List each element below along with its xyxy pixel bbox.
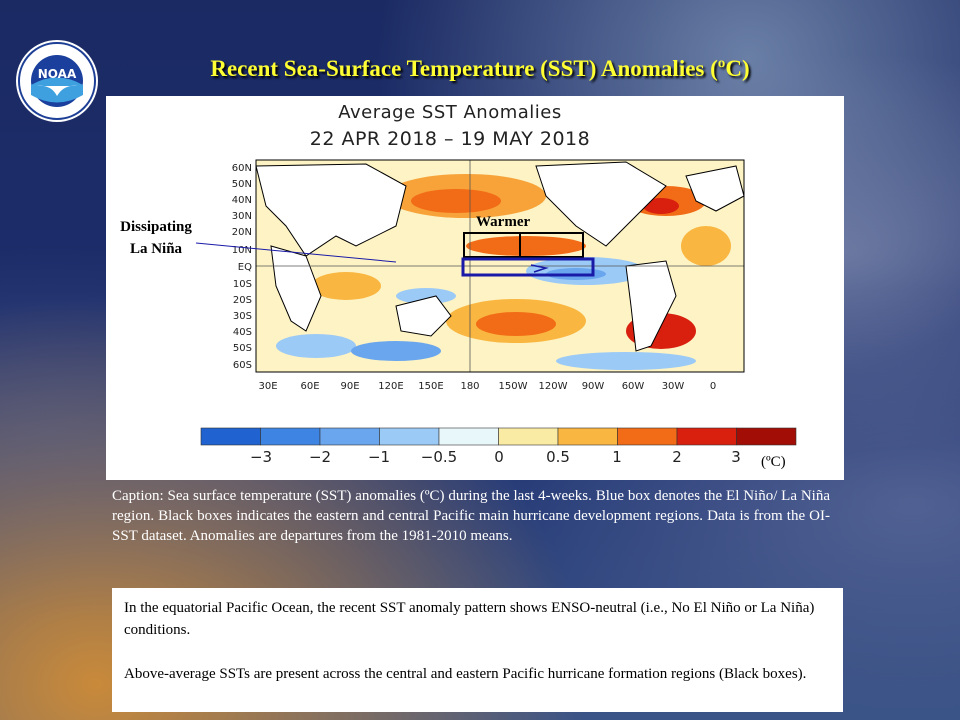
lon-label: 120E (378, 381, 403, 392)
lat-label: 20S (233, 295, 252, 306)
lat-label: 60S (233, 360, 252, 371)
colorbar-swatch (319, 427, 380, 446)
lon-label: 150W (499, 381, 528, 392)
colorbar-tick: −2 (309, 448, 331, 466)
colorbar-swatch (379, 427, 440, 446)
colorbar-tick: 3 (731, 448, 741, 466)
annotation-warmer: Warmer (476, 214, 531, 230)
lon-label: 90W (582, 381, 605, 392)
lon-label: 0 (710, 381, 716, 392)
lat-label: 50S (233, 343, 252, 354)
lon-label: 60W (622, 381, 645, 392)
longitude-labels: 30E 60E 90E 120E 150E 180 150W 120W 90W … (258, 381, 716, 392)
lon-label: 150E (418, 381, 443, 392)
map-frame (255, 159, 745, 373)
lat-label: 50N (232, 179, 252, 190)
colorbar-ticks: −3 −2 −1 −0.5 0 0.5 1 2 3 (250, 448, 741, 466)
nino-region-box (461, 257, 595, 277)
lat-label: 10S (233, 279, 252, 290)
colorbar-tick: −0.5 (421, 448, 457, 466)
summary-paragraph-2: Above-average SSTs are present across th… (124, 666, 807, 682)
annotation-line: La Niña (129, 241, 183, 257)
summary-paragraph-1: In the equatorial Pacific Ocean, the rec… (124, 600, 815, 638)
colorbar-swatch (736, 427, 797, 446)
latitude-labels: 60N 50N 40N 30N 20N 10N EQ 10S 20S 30S 4… (232, 163, 252, 371)
sst-anomaly-map: 60N 50N 40N 30N 20N 10N EQ 10S 20S 30S 4… (195, 159, 797, 466)
summary-box: In the equatorial Pacific Ocean, the rec… (112, 588, 843, 712)
lat-label: 30S (233, 311, 252, 322)
lon-label: 120W (539, 381, 568, 392)
map-title-line2: 22 APR 2018 – 19 MAY 2018 (309, 128, 591, 150)
colorbar-tick: −3 (250, 448, 272, 466)
colorbar-swatch (557, 427, 618, 446)
map-title-line1: Average SST Anomalies (338, 102, 562, 123)
annotation-line: Dissipating (120, 219, 192, 235)
colorbar-tick: 0 (494, 448, 504, 466)
slide-title: Recent Sea-Surface Temperature (SST) Ano… (210, 56, 750, 81)
figure-caption: Caption: Sea surface temperature (SST) a… (112, 488, 830, 544)
lat-label: EQ (238, 262, 252, 273)
lon-label: 30E (258, 381, 277, 392)
lon-label: 30W (662, 381, 685, 392)
lat-label: 60N (232, 163, 252, 174)
colorbar-swatch (200, 427, 261, 446)
annotation-arrowhead (530, 264, 549, 273)
noaa-logo: NOAA (16, 40, 98, 122)
colorbar-tick: 0.5 (546, 448, 570, 466)
colorbar-tick: 2 (672, 448, 682, 466)
lat-label: 30N (232, 211, 252, 222)
colorbar-tick: 1 (612, 448, 622, 466)
unit-label: (ºC) (761, 454, 786, 470)
colorbar-swatch (498, 427, 559, 446)
colorbar-swatch (676, 427, 737, 446)
colorbar-swatch (438, 427, 499, 446)
sst-map-panel: Average SST Anomalies 22 APR 2018 – 19 M… (106, 96, 844, 480)
colorbar (200, 427, 797, 446)
eastern-pacific-mdr-box (519, 232, 584, 258)
lat-label: 40S (233, 327, 252, 338)
lat-label: 10N (232, 245, 252, 256)
logo-text: NOAA (38, 67, 77, 81)
annotation-dissipating-la-nina: Dissipating La Niña (108, 216, 204, 260)
lat-label: 40N (232, 195, 252, 206)
lon-label: 90E (340, 381, 359, 392)
colorbar-swatch (617, 427, 678, 446)
colorbar-tick: −1 (368, 448, 390, 466)
anomaly-field (256, 161, 744, 370)
colorbar-swatch (260, 427, 321, 446)
lat-label: 20N (232, 227, 252, 238)
lon-label: 180 (460, 381, 479, 392)
annotation-arrow (195, 242, 397, 263)
lon-label: 60E (300, 381, 319, 392)
